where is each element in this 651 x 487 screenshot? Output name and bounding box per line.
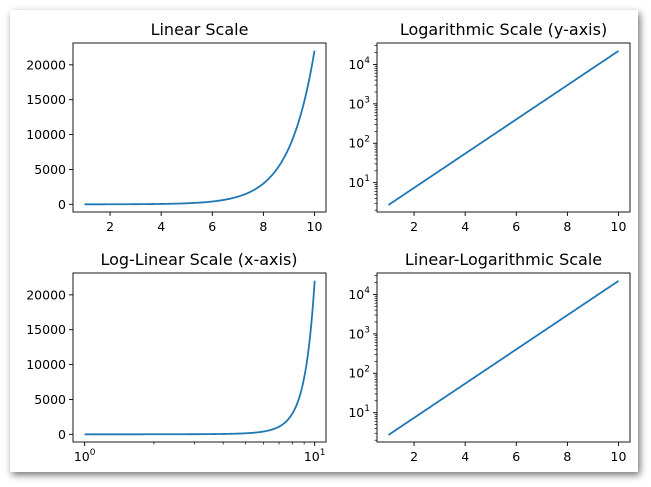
tick-label: 20000 — [26, 287, 66, 302]
tick-label-exponent: 2 — [364, 365, 370, 375]
tick-label-base: 10 — [348, 326, 364, 341]
tick-label: 102 — [348, 365, 370, 381]
tick-label: 4 — [157, 219, 165, 234]
tick-label-base: 10 — [348, 175, 364, 190]
tick-label: 101 — [348, 174, 370, 190]
tick-label: 5000 — [34, 392, 66, 407]
subplot-title: Logarithmic Scale (y-axis) — [400, 20, 607, 39]
axes-frame — [376, 42, 631, 213]
tick-label-base: 10 — [348, 366, 364, 381]
tick-label: 101 — [304, 448, 326, 464]
tick-label: 0 — [58, 197, 66, 212]
series-line — [387, 50, 620, 206]
subplot-title: Linear Scale — [151, 20, 249, 39]
subplot-linear-log: Linear-Logarithmic Scale 2 4 6 8 10101102103… — [348, 250, 631, 464]
axes-frame — [376, 272, 631, 443]
tick-label-exponent: 1 — [364, 404, 370, 414]
tick-label: 8 — [259, 219, 267, 234]
tick-label: 0 — [58, 427, 66, 442]
series-line — [387, 280, 620, 436]
tick-label: 5000 — [34, 162, 66, 177]
tick-label: 10000 — [26, 357, 66, 372]
tick-label-exponent: 2 — [364, 135, 370, 145]
tick-label-exponent: 0 — [90, 448, 96, 458]
tick-label: 8 — [563, 219, 571, 234]
tick-label-exponent: 3 — [364, 95, 370, 105]
tick-label: 10 — [307, 219, 323, 234]
tick-label: 15000 — [26, 322, 66, 337]
tick-label: 10000 — [26, 127, 66, 142]
figure-window: Linear Scale 2 4 6 8 10 0 5000 10000 15000 20000 … — [10, 10, 638, 472]
tick-label: 6 — [512, 219, 520, 234]
axes-frame — [72, 272, 327, 443]
tick-label: 20000 — [26, 57, 66, 72]
tick-label: 10 — [611, 219, 627, 234]
tick-label: 6 — [208, 219, 216, 234]
tick-label: 102 — [348, 135, 370, 151]
tick-label: 101 — [348, 404, 370, 420]
tick-label: 104 — [348, 56, 370, 72]
subplot-log-x: Log-Linear Scale (x-axis) 100 10105000100… — [26, 250, 327, 464]
tick-label: 6 — [512, 449, 520, 464]
axes-frame — [72, 42, 327, 213]
tick-label-base: 10 — [348, 405, 364, 420]
tick-label-exponent: 1 — [364, 174, 370, 184]
tick-label-exponent: 3 — [364, 325, 370, 335]
tick-label: 2 — [410, 219, 418, 234]
tick-label: 10 — [611, 449, 627, 464]
tick-label: 104 — [348, 286, 370, 302]
subplot-title: Log-Linear Scale (x-axis) — [100, 250, 297, 269]
tick-label: 2 — [410, 449, 418, 464]
tick-label: 8 — [563, 449, 571, 464]
subplot-log-y: Logarithmic Scale (y-axis) 2 4 6 8 101011021… — [348, 20, 631, 234]
tick-label: 15000 — [26, 92, 66, 107]
tick-label-base: 10 — [348, 57, 364, 72]
tick-label-base: 10 — [348, 287, 364, 302]
tick-label-exponent: 1 — [320, 448, 326, 458]
tick-label: 100 — [74, 448, 96, 464]
tick-label: 4 — [461, 449, 469, 464]
tick-label-base: 10 — [348, 136, 364, 151]
tick-label-base: 10 — [74, 449, 90, 464]
series-line — [84, 50, 316, 206]
tick-label: 103 — [348, 95, 370, 111]
tick-label-base: 10 — [348, 96, 364, 111]
tick-label: 2 — [106, 219, 114, 234]
subplot-linear: Linear Scale 2 4 6 8 10 0 5000 10000 15000 20000 — [26, 20, 327, 234]
tick-label: 103 — [348, 325, 370, 341]
figure-canvas: Linear Scale 2 4 6 8 1005000100001500020000 … — [26, 20, 631, 464]
subplot-title: Linear-Logarithmic Scale — [405, 250, 602, 269]
tick-label-exponent: 4 — [364, 56, 370, 66]
series-line — [84, 280, 316, 436]
tick-label-base: 10 — [304, 449, 320, 464]
tick-label-exponent: 4 — [364, 286, 370, 296]
tick-label: 4 — [461, 219, 469, 234]
